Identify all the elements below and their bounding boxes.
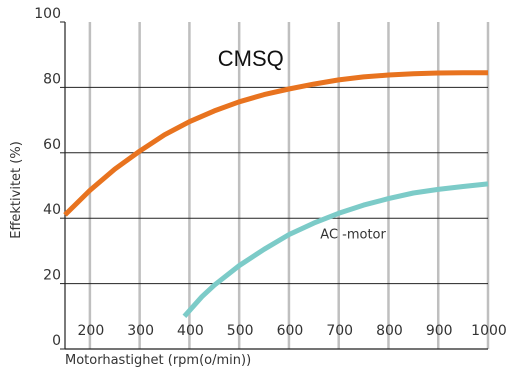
y-tick-label: 20 bbox=[43, 268, 61, 284]
tick-labels: 0 20 40 60 80 100 200 300 400 500 600 700 800 900 1000 bbox=[34, 6, 507, 349]
x-axis-label: Motorhastighet (rpm(o/min)) bbox=[65, 353, 251, 368]
x-tick-label: 700 bbox=[326, 323, 353, 339]
series-label-cmsq: CMSQ bbox=[218, 46, 284, 71]
y-tick-label: 100 bbox=[34, 6, 61, 22]
x-tick-label: 900 bbox=[426, 323, 453, 339]
series-label-ac-motor: AC -motor bbox=[320, 227, 386, 242]
y-tick-label: 40 bbox=[43, 202, 61, 218]
series-line-0 bbox=[63, 70, 488, 217]
annotations: CMSQ AC -motor bbox=[218, 46, 387, 242]
x-tick-label: 600 bbox=[277, 323, 304, 339]
y-tick-label: 60 bbox=[43, 137, 61, 153]
y-tick-label: 0 bbox=[52, 333, 61, 349]
y-tick-label: 80 bbox=[43, 71, 61, 87]
x-tick-label: 500 bbox=[227, 323, 254, 339]
series-lines bbox=[63, 70, 489, 318]
x-tick-label: 300 bbox=[127, 323, 154, 339]
x-tick-label: 1000 bbox=[471, 323, 507, 339]
y-axis-label: Effektivitet (%) bbox=[9, 141, 24, 239]
x-tick-label: 400 bbox=[177, 323, 204, 339]
series-line-1 bbox=[182, 181, 489, 318]
x-tick-label: 800 bbox=[376, 323, 403, 339]
x-tick-label: 200 bbox=[78, 323, 105, 339]
